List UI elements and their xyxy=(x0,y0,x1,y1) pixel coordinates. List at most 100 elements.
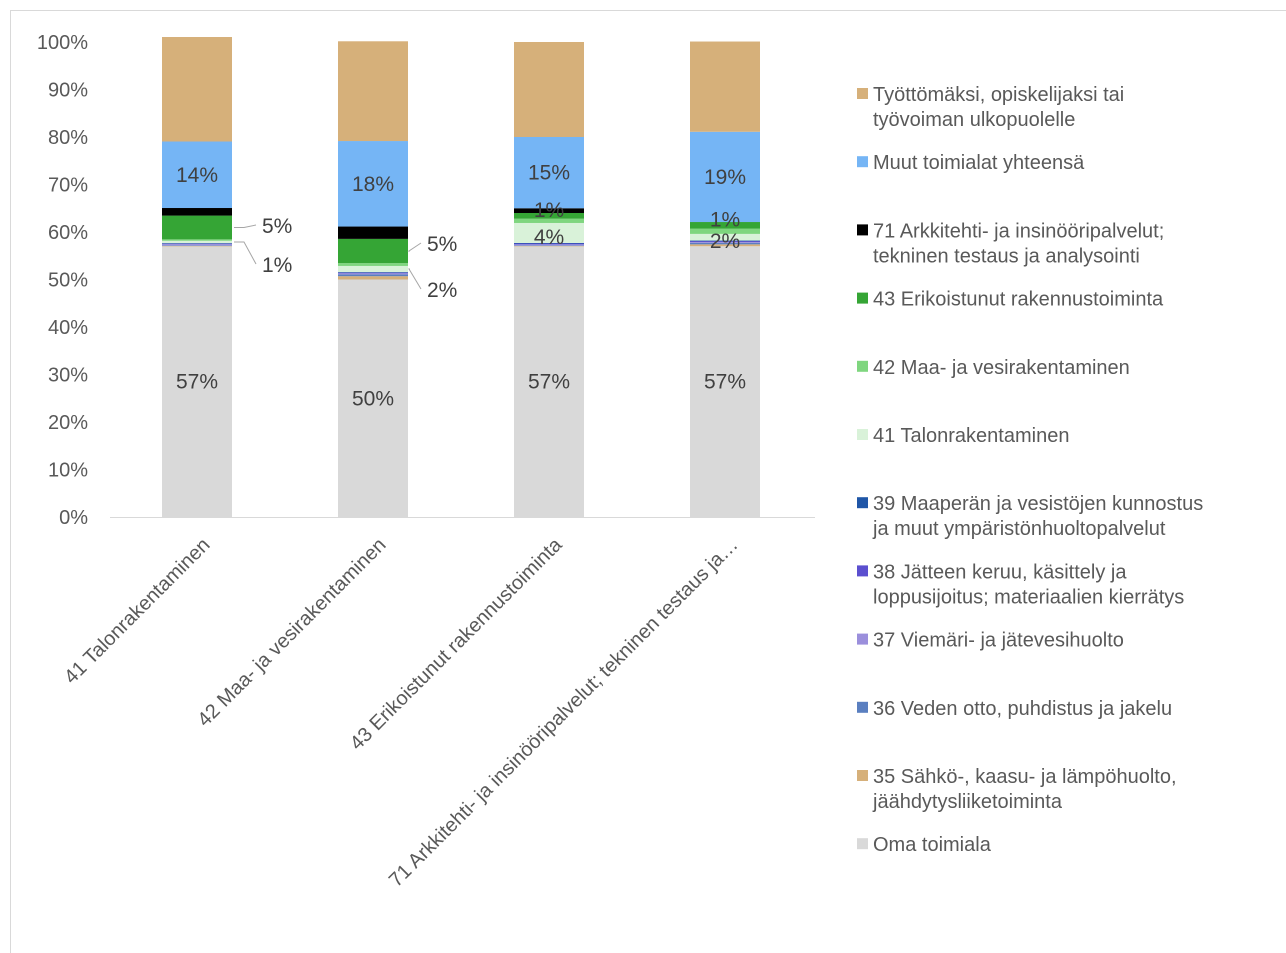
legend-label: 38 Jätteen keruu, käsittely ja xyxy=(873,561,1127,583)
legend-label: Työttömäksi, opiskelijaksi tai xyxy=(873,84,1124,106)
data-label: 1% xyxy=(534,199,564,222)
bar-segment xyxy=(514,208,584,213)
data-label: 19% xyxy=(704,166,746,189)
legend-swatch xyxy=(857,633,868,645)
category-label: 42 Maa- ja vesirakentaminen xyxy=(193,534,390,731)
bar-segment xyxy=(162,208,232,216)
bar-segment xyxy=(162,37,232,142)
data-label: 1% xyxy=(710,208,740,231)
bar-segment xyxy=(690,228,760,234)
y-tick-label: 50% xyxy=(48,270,88,292)
data-label: 18% xyxy=(352,173,394,196)
y-tick-label: 0% xyxy=(59,507,88,529)
bar-segment xyxy=(162,245,232,246)
legend-swatch xyxy=(857,360,868,372)
y-tick-label: 10% xyxy=(48,460,88,482)
y-tick-label: 20% xyxy=(48,412,88,434)
legend-swatch xyxy=(857,770,868,781)
legend-label: 37 Viemäri- ja jätevesihuolto xyxy=(873,630,1124,652)
y-tick-label: 70% xyxy=(48,175,88,197)
legend-swatch xyxy=(857,292,868,304)
bar-segment xyxy=(162,243,232,244)
data-label: 2% xyxy=(427,279,457,302)
legend-label: loppusijoitus; materiaalien kierrätys xyxy=(873,586,1184,608)
bar-segment xyxy=(690,242,760,245)
category-label: 41 Talonrakentaminen xyxy=(60,534,214,688)
legend-swatch xyxy=(857,565,868,577)
bar-segment xyxy=(690,246,760,517)
bar-segment xyxy=(162,243,232,246)
bar-segment xyxy=(338,276,408,280)
y-tick-label: 100% xyxy=(37,32,88,54)
bar-segment xyxy=(690,244,760,247)
bar-segment xyxy=(514,244,584,246)
category-label: 43 Erikoistunut rakennustoiminta xyxy=(346,533,567,754)
legend-label: jäähdytysliiketoiminta xyxy=(872,791,1063,813)
bar-segment xyxy=(162,245,232,247)
legend-label: 39 Maaperän ja vesistöjen kunnostus xyxy=(873,493,1203,515)
legend-label: 71 Arkkitehti- ja insinööripalvelut; xyxy=(873,220,1164,242)
legend-label: Oma toimiala xyxy=(873,834,992,856)
data-label: 1% xyxy=(262,254,292,277)
data-label: 5% xyxy=(427,233,457,256)
legend-label: Muut toimialat yhteensä xyxy=(873,152,1085,174)
bar-segment xyxy=(514,245,584,246)
data-label: 50% xyxy=(352,387,394,410)
legend-swatch xyxy=(857,224,868,236)
bar-segment xyxy=(338,279,408,517)
bar-segment xyxy=(690,240,760,242)
y-tick-label: 60% xyxy=(48,222,88,244)
y-tick-label: 40% xyxy=(48,317,88,339)
bar-segment xyxy=(690,131,760,223)
bar-segment xyxy=(514,245,584,247)
bar-segment xyxy=(162,240,232,244)
bar-segment xyxy=(514,213,584,219)
bar-segment xyxy=(514,243,584,245)
y-tick-label: 30% xyxy=(48,365,88,387)
bar-segment xyxy=(162,246,232,517)
bar-segment xyxy=(338,272,408,273)
bar-segment xyxy=(690,222,760,229)
data-label: 57% xyxy=(704,371,746,394)
bar-segment xyxy=(514,242,584,244)
data-label: 15% xyxy=(528,162,570,185)
bar-segment xyxy=(514,246,584,517)
bar-segment xyxy=(338,226,408,239)
legend-label: 41 Talonrakentaminen xyxy=(873,425,1069,447)
bar-segment xyxy=(338,265,408,273)
data-label: 57% xyxy=(528,371,570,394)
data-label-leader-line xyxy=(234,241,257,265)
data-label: 57% xyxy=(176,371,218,394)
y-tick-label: 90% xyxy=(48,80,88,102)
data-label: 5% xyxy=(262,215,292,238)
category-label: 71 Arkkitehti- ja insinööripalvelut; tek… xyxy=(385,534,743,892)
bar-segment xyxy=(338,41,408,142)
y-tick-label: 80% xyxy=(48,127,88,149)
bar-segment xyxy=(338,263,408,266)
bar-segment xyxy=(162,239,232,241)
data-label-leader-line xyxy=(407,242,422,252)
bar-segment xyxy=(514,137,584,209)
data-label-leader-line xyxy=(234,224,257,228)
bar-segment xyxy=(162,141,232,209)
bar-segment xyxy=(338,238,408,264)
legend-label: 36 Veden otto, puhdistus ja jakelu xyxy=(873,698,1172,720)
legend-label: työvoiman ulkopuolelle xyxy=(873,109,1075,131)
chart-frame xyxy=(10,10,1286,953)
bar-segment xyxy=(514,222,584,243)
bar-segment xyxy=(690,241,760,242)
bar-segment xyxy=(690,233,760,241)
bar-segment xyxy=(514,218,584,223)
bar-segment xyxy=(690,41,760,132)
bar-segment xyxy=(514,42,584,137)
legend-label: 43 Erikoistunut rakennustoiminta xyxy=(873,289,1164,311)
legend-swatch xyxy=(857,497,868,509)
bar-segment xyxy=(338,273,408,275)
legend-label: 35 Sähkö-, kaasu- ja lämpöhuolto, xyxy=(873,766,1177,788)
bar-segment xyxy=(690,241,760,243)
legend-swatch xyxy=(857,88,868,99)
legend-label: 42 Maa- ja vesirakentaminen xyxy=(873,357,1130,379)
legend-swatch xyxy=(857,429,868,440)
legend-swatch xyxy=(857,838,868,850)
legend-swatch xyxy=(857,156,868,168)
